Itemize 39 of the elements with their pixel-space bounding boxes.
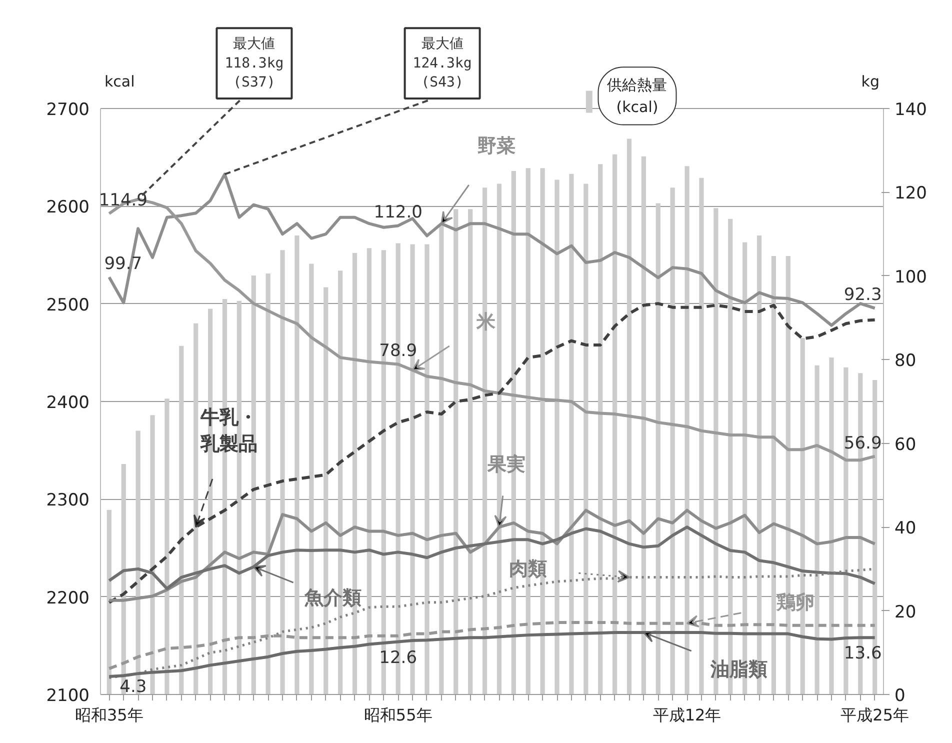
y-tick-label: 2200	[46, 588, 90, 608]
data-label: 12.6	[379, 648, 418, 668]
series-label: 肉類	[509, 558, 548, 580]
data-label: 112.0	[374, 202, 422, 223]
x-tick-label: 平成25年	[840, 706, 910, 724]
y2-tick-label: 100	[894, 267, 927, 288]
data-label: 4.3	[120, 677, 147, 697]
series-label: 鶏卵	[775, 591, 814, 614]
y-tick-label: 2400	[46, 393, 90, 413]
legend-label: 供給熱量(kcal)	[607, 76, 668, 116]
text: 野菜	[477, 135, 516, 158]
y2-tick-label: 140	[894, 100, 927, 120]
data-label: 78.9	[379, 341, 418, 362]
data-label: 114.9	[98, 190, 148, 211]
data-label: 最大値 124.3kg (S43)	[412, 36, 472, 90]
text: 果実	[486, 453, 526, 476]
data-label: 92.3	[844, 285, 882, 306]
y2-tick-label: 60	[894, 434, 916, 455]
y-tick-label: 2600	[46, 198, 90, 218]
y-axis-title: kcal	[104, 72, 135, 90]
data-label: 56.9	[844, 433, 882, 454]
text: 米	[476, 310, 497, 333]
y2-tick-label: 80	[894, 351, 916, 372]
y-tick-label: 2500	[46, 295, 90, 316]
data-label: 13.6	[844, 644, 882, 664]
x-tick-label: 昭和35年	[74, 706, 144, 724]
series-label: 牛乳・乳製品	[200, 406, 258, 455]
y-tick-label: 2300	[46, 490, 90, 511]
y2-tick-label: 0	[894, 686, 906, 706]
series-label: 油脂類	[710, 658, 768, 680]
y2-tick-label: 20	[894, 602, 916, 622]
y2-tick-label: 120	[894, 184, 927, 204]
y-tick-label: 2100	[46, 686, 90, 706]
data-label: 最大値 118.3kg (S37)	[224, 36, 284, 90]
y2-tick-label: 40	[894, 518, 916, 539]
x-tick-label: 昭和55年	[364, 706, 432, 724]
x-tick-label: 平成12年	[652, 706, 722, 724]
y-tick-label: 2700	[46, 100, 90, 120]
y2-axis-title: kg	[861, 72, 880, 90]
